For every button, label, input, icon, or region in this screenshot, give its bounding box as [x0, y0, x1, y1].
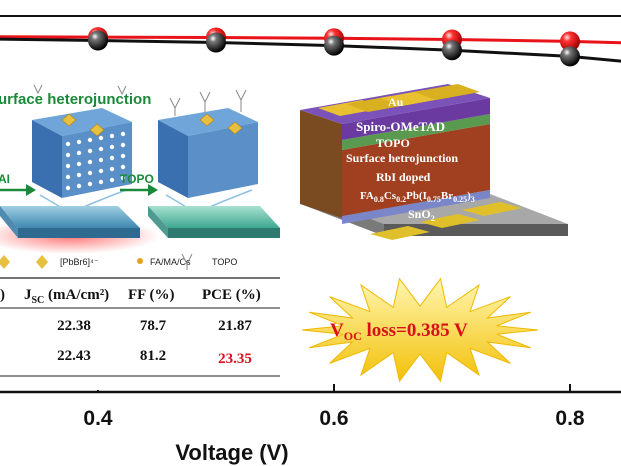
voc-loss-callout: VOC loss=0.385 V [301, 277, 539, 383]
black-series-line [0, 37, 621, 63]
table-header-ff: FF (%) [128, 287, 175, 303]
black-series-point [88, 30, 108, 51]
arrow-ai: AI [0, 172, 36, 196]
lattice-cation [87, 137, 93, 143]
lattice-cation [87, 170, 93, 176]
lattice-cation [65, 141, 71, 147]
x-tick-label: 0.4 [83, 407, 113, 430]
series-layer [0, 27, 621, 67]
lattice-cation [76, 161, 82, 167]
lattice-cation [76, 172, 82, 178]
lattice-cation [87, 148, 93, 154]
ito-pad-2 [420, 214, 480, 228]
ito-pad-3 [462, 202, 522, 216]
svg-text:TOPO: TOPO [120, 172, 154, 186]
table-header-pce: PCE (%) [202, 287, 261, 303]
lattice-cation [76, 150, 82, 156]
lattice-cation [120, 131, 126, 137]
black-series-point [206, 32, 226, 53]
cation-icon [137, 258, 143, 264]
substrate-left [0, 206, 160, 254]
perovskite-crystal-right [158, 108, 258, 198]
lattice-cation [65, 163, 71, 169]
table-cell-ff-1: 78.7 [140, 318, 167, 334]
red-series-point [560, 31, 580, 52]
layer-perovskite-face [342, 124, 490, 216]
topo-molecules [33, 84, 247, 116]
x-tick-label: 0.6 [319, 407, 348, 430]
layer-composition: FA0.8Cs0.2Pb(I0.75Br0.25)3 [360, 190, 475, 204]
legend-fa: FA/MA/Cs [150, 257, 191, 267]
table-cell-pce-2-highlight: 23.35 [218, 351, 252, 367]
lattice-cation [109, 144, 115, 150]
svg-text:VOC loss=0.385 V: VOC loss=0.385 V [330, 320, 468, 343]
au-electrode-3 [414, 84, 480, 100]
lattice-cation [98, 157, 104, 163]
layer-surface: Surface hetrojunction [346, 151, 458, 165]
svg-text:AI: AI [0, 172, 10, 186]
lattice-cation [65, 174, 71, 180]
lattice-cation [76, 139, 82, 145]
layer-spiro: Spiro-OMeTAD [356, 119, 445, 134]
lattice-cation [120, 153, 126, 159]
layer-topo: TOPO [376, 136, 410, 150]
lattice-cation [120, 175, 126, 181]
perovskite-crystal-left [32, 108, 132, 198]
lattice-cation [87, 181, 93, 187]
black-series-point [442, 40, 462, 61]
substrate-right [148, 206, 280, 238]
lattice-cation [76, 183, 82, 189]
lattice-cation [109, 155, 115, 161]
arrow-topo: TOPO [120, 172, 158, 196]
black-series [0, 30, 621, 67]
layer-sno2: SnO2 [408, 207, 435, 223]
schematic-legend: [PbBr6]⁴⁻ FA/MA/Cs TOPO [0, 253, 237, 270]
legend-pbbr: [PbBr6]⁴⁻ [60, 257, 99, 267]
table-cell-jsc-2: 22.43 [57, 348, 91, 364]
heterojunction-schematic: urface heterojunction [0, 82, 280, 390]
lattice-cation [98, 135, 104, 141]
red-series-line [0, 35, 621, 45]
layer-ito: ITO [470, 246, 494, 261]
parameter-table: ) JSC (mA/cm²) FF (%) PCE (%) 22.38 78.7… [0, 287, 280, 377]
lattice-cation [98, 179, 104, 185]
table-cell-jsc-1: 22.38 [57, 318, 91, 334]
x-ticks: 0.40.60.81.01.2 [83, 384, 585, 430]
pbbr-octahedron-icon [36, 255, 48, 269]
lattice-cation [65, 152, 71, 158]
layer-topo-face [342, 114, 490, 150]
lattice-cation [98, 168, 104, 174]
voc-loss-text: VOC loss=0.385 V [330, 320, 468, 343]
black-series-point [560, 46, 580, 67]
legend-topo: TOPO [212, 257, 237, 267]
topo-icon [181, 253, 193, 270]
ito-pad-1 [370, 226, 430, 240]
table-header-partial: ) [0, 287, 5, 303]
black-series-point [324, 35, 344, 56]
lattice-cation [109, 133, 115, 139]
table-cell-ff-2: 81.2 [140, 348, 166, 364]
lattice-cation [120, 142, 126, 148]
device-stack: ITO Au Spiro-OMeTAD TOPO Surface hetroju… [300, 84, 568, 261]
lattice-cation [109, 166, 115, 172]
table-cell-pce-1: 21.87 [218, 318, 252, 334]
layer-spiro-face [342, 98, 490, 140]
layer-rbi: RbI doped [376, 170, 431, 184]
lattice-cation [65, 185, 71, 191]
lattice-cation [109, 177, 115, 183]
lattice-cation [87, 159, 93, 165]
layer-sno2-face [342, 190, 490, 224]
lattice-cation [120, 164, 126, 170]
x-tick-label: 0.8 [555, 407, 585, 430]
lattice-cation [98, 146, 104, 152]
heterojunction-title: urface heterojunction [0, 91, 151, 108]
layer-au: Au [388, 95, 404, 109]
x-axis-title: Voltage (V) [175, 440, 288, 465]
table-header-jsc: JSC (mA/cm²) [24, 287, 109, 306]
